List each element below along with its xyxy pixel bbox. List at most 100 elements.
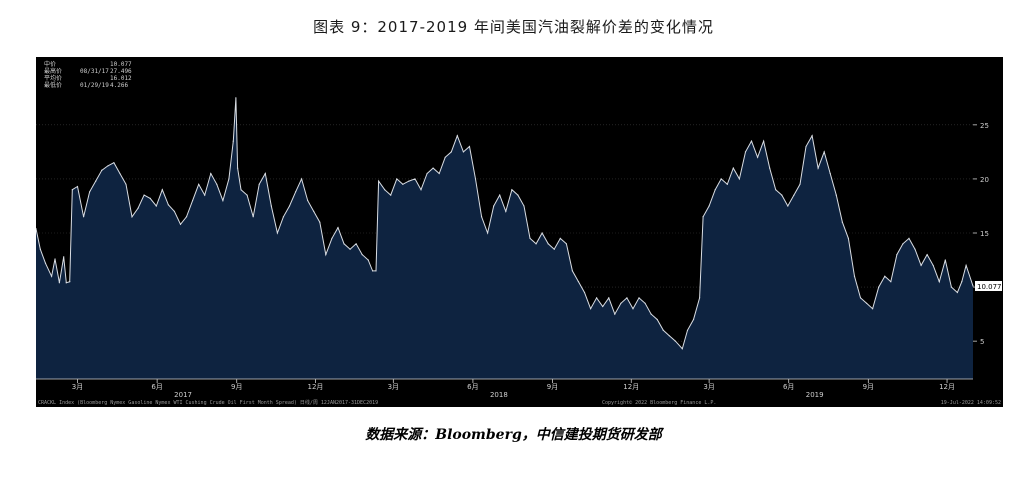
data-point xyxy=(811,135,813,137)
data-point xyxy=(750,140,753,142)
data-point xyxy=(307,199,309,202)
data-point xyxy=(656,318,658,321)
year-label: 2018 xyxy=(490,391,508,399)
data-point xyxy=(450,151,452,153)
data-point xyxy=(668,335,670,337)
data-point xyxy=(125,183,127,185)
data-point xyxy=(523,205,525,207)
data-point xyxy=(264,172,266,175)
data-point xyxy=(702,216,704,218)
data-point xyxy=(896,254,898,256)
footer-index-description: CRACKL Index (Bloomberg Nymex Gasoline N… xyxy=(38,400,379,406)
data-point xyxy=(258,183,260,185)
data-point xyxy=(119,172,121,175)
data-point xyxy=(517,194,519,196)
data-point xyxy=(69,281,71,283)
data-point xyxy=(282,216,285,218)
data-point xyxy=(89,191,91,193)
data-point xyxy=(608,297,610,299)
data-point xyxy=(149,197,151,199)
x-tick-label: 6月 xyxy=(467,383,478,391)
data-point xyxy=(185,216,188,218)
data-point xyxy=(270,205,272,207)
data-point xyxy=(938,281,940,283)
data-point xyxy=(720,178,722,180)
data-point xyxy=(95,180,97,182)
data-point xyxy=(444,156,446,158)
data-point xyxy=(692,318,695,321)
data-point xyxy=(769,167,771,169)
data-point xyxy=(107,165,109,167)
data-point xyxy=(474,178,477,180)
data-point xyxy=(76,185,79,188)
y-tick-label: 15 xyxy=(980,230,989,238)
data-point xyxy=(39,248,41,250)
legend-value: 27.496 xyxy=(110,68,132,75)
bloomberg-chart-panel: 51015202510.0773月6月9月12月3月6月9月12月3月6月9月1… xyxy=(36,57,1003,407)
year-label: 2019 xyxy=(806,391,824,399)
data-point xyxy=(235,97,237,99)
legend-date: 08/31/17 xyxy=(80,68,109,75)
data-point xyxy=(294,191,297,193)
data-point xyxy=(113,162,115,164)
x-tick-label: 9月 xyxy=(863,383,874,391)
data-point xyxy=(732,167,734,169)
data-point xyxy=(36,228,37,230)
data-point xyxy=(216,183,218,185)
data-point xyxy=(708,205,710,207)
y-tick-label: 5 xyxy=(980,338,984,346)
data-point xyxy=(167,204,169,206)
data-point xyxy=(63,256,65,258)
data-point xyxy=(926,254,928,256)
data-point xyxy=(756,156,759,158)
data-point xyxy=(614,313,616,315)
data-point xyxy=(787,205,789,207)
data-point xyxy=(841,221,843,223)
data-point xyxy=(232,140,234,142)
data-point xyxy=(82,216,85,218)
data-point xyxy=(559,237,561,240)
data-point xyxy=(349,248,351,250)
data-point xyxy=(367,259,369,261)
legend-value: 16.012 xyxy=(110,75,132,82)
data-point xyxy=(438,172,440,175)
data-point xyxy=(396,178,398,180)
data-point xyxy=(744,151,747,153)
legend-date xyxy=(80,61,110,68)
data-point xyxy=(583,291,586,294)
data-point xyxy=(371,270,374,272)
data-point xyxy=(632,308,634,310)
data-point xyxy=(246,194,248,196)
legend-row-average: 平均价 16.012 xyxy=(44,75,138,82)
data-point xyxy=(54,258,56,260)
data-point xyxy=(179,223,182,225)
data-point xyxy=(198,183,200,185)
data-point xyxy=(288,205,291,207)
data-point xyxy=(662,329,664,331)
data-point xyxy=(799,183,801,185)
data-point xyxy=(58,282,60,284)
data-point xyxy=(337,226,339,229)
data-point xyxy=(589,308,592,310)
data-point xyxy=(714,189,716,191)
data-point xyxy=(493,205,495,207)
data-point xyxy=(571,270,574,272)
data-point xyxy=(620,302,622,304)
data-point xyxy=(972,285,974,287)
x-tick-label: 12月 xyxy=(623,383,639,391)
data-point xyxy=(343,243,345,245)
y-tick-label: 25 xyxy=(980,122,989,130)
data-point xyxy=(872,308,874,310)
data-point xyxy=(944,259,946,261)
data-point xyxy=(511,189,513,191)
data-point xyxy=(325,254,327,256)
data-point xyxy=(408,180,410,182)
data-point xyxy=(726,183,728,185)
legend-row-low: 最低价 01/29/19 4.266 xyxy=(44,82,138,89)
data-point xyxy=(602,305,604,308)
data-point xyxy=(644,302,646,304)
data-point xyxy=(71,189,73,191)
data-point xyxy=(402,183,404,185)
x-tick-label: 9月 xyxy=(547,383,558,391)
data-point xyxy=(487,232,489,234)
